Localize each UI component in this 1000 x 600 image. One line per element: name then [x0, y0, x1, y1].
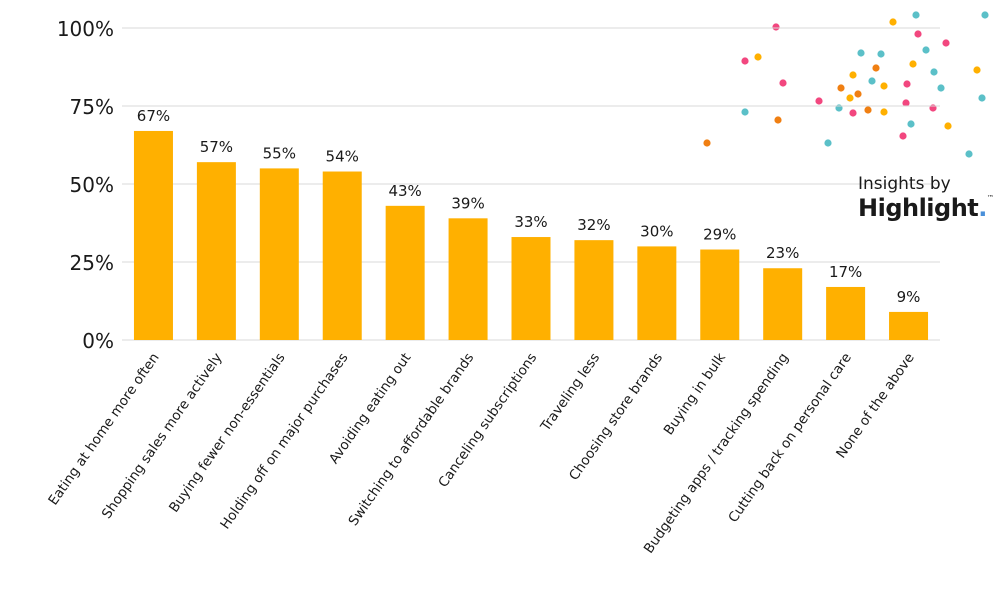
decorative-dot — [815, 97, 823, 105]
bar — [448, 218, 488, 340]
data-label: 43% — [388, 182, 421, 200]
decorative-dot — [872, 64, 880, 72]
y-tick-label: 100% — [57, 17, 114, 41]
y-axis-tick-labels: 0% 25% 50% 75% 100% — [57, 17, 114, 353]
data-label: 67% — [137, 107, 170, 125]
bar — [763, 268, 803, 340]
decorative-dot — [741, 57, 749, 65]
decorative-dot — [857, 49, 865, 57]
y-tick-label: 50% — [70, 173, 114, 197]
decorative-dot — [779, 79, 787, 87]
brand-tagline: Insights by — [858, 174, 951, 194]
decorative-dot — [899, 132, 907, 140]
decorative-dot — [849, 71, 857, 79]
bar — [574, 240, 614, 340]
decorative-dot — [889, 18, 897, 26]
data-label: 29% — [703, 226, 736, 244]
x-tick-label: Traveling less — [537, 350, 603, 435]
decorative-dot — [880, 82, 888, 90]
decorative-dot — [930, 68, 938, 76]
decorative-dot-cluster — [703, 11, 989, 158]
decorative-dot — [965, 150, 973, 158]
data-label: 30% — [640, 222, 673, 240]
decorative-dot — [754, 53, 762, 61]
bar — [196, 162, 236, 340]
bar — [385, 205, 425, 340]
x-tick-label: Switching to affordable brands — [345, 350, 477, 529]
decorative-dot — [902, 99, 910, 107]
decorative-dot — [937, 84, 945, 92]
decorative-dot — [864, 106, 872, 114]
decorative-dot — [868, 77, 876, 85]
bar — [637, 246, 677, 340]
data-label: 55% — [263, 144, 296, 162]
decorative-dot — [909, 60, 917, 68]
bar — [826, 286, 866, 340]
decorative-dot — [846, 94, 854, 102]
brand-name: Highlight — [858, 194, 979, 222]
data-label: 33% — [514, 213, 547, 231]
brand-dot: . — [978, 194, 987, 222]
x-tick-label: Shopping sales more actively — [99, 350, 226, 522]
decorative-dot — [849, 109, 857, 117]
decorative-dot — [774, 116, 782, 124]
data-label: 39% — [451, 194, 484, 212]
decorative-dot — [929, 104, 937, 112]
decorative-dot — [880, 108, 888, 116]
decorative-dot — [981, 11, 989, 19]
bar — [259, 168, 299, 340]
data-label: 32% — [577, 216, 610, 234]
bars — [133, 130, 929, 340]
decorative-dot — [942, 39, 950, 47]
decorative-dot — [741, 108, 749, 116]
decorative-dot — [772, 23, 780, 31]
data-label: 9% — [897, 288, 921, 306]
x-tick-label: Holding off on major purchases — [217, 350, 351, 532]
x-tick-label: Buying in bulk — [661, 350, 729, 438]
decorative-dot — [824, 139, 832, 147]
data-label: 57% — [200, 138, 233, 156]
data-label: 23% — [766, 244, 799, 262]
brand-trademark: ™ — [986, 194, 994, 202]
decorative-dot — [973, 66, 981, 74]
decorative-dot — [835, 104, 843, 112]
x-tick-label: Cutting back on personal care — [725, 350, 855, 526]
data-labels: 67% 57% 55% 54% 43% 39% 33% 32% 30% 29% 23% 17% 9% — [137, 107, 921, 306]
bar — [133, 130, 173, 340]
bar — [511, 237, 551, 340]
data-label: 54% — [326, 148, 359, 166]
brand-wordmark: Highlight.™ — [858, 194, 998, 222]
bar — [322, 171, 362, 340]
y-tick-label: 75% — [70, 95, 114, 119]
decorative-dot — [914, 30, 922, 38]
decorative-dot — [922, 46, 930, 54]
bar — [700, 249, 740, 340]
brand-logo: Insights by Highlight.™ — [858, 174, 998, 222]
bar — [889, 311, 929, 340]
decorative-dot — [854, 90, 862, 98]
data-label: 17% — [829, 263, 862, 281]
decorative-dot — [837, 84, 845, 92]
y-tick-label: 25% — [70, 251, 114, 275]
decorative-dot — [944, 122, 952, 130]
decorative-dot — [912, 11, 920, 19]
x-tick-label: Eating at home more often — [45, 350, 162, 508]
decorative-dot — [907, 120, 915, 128]
decorative-dot — [877, 50, 885, 58]
decorative-dot — [903, 80, 911, 88]
x-tick-label: Buying fewer non-essentials — [166, 350, 289, 515]
decorative-dot — [703, 139, 711, 147]
y-tick-label: 0% — [82, 329, 114, 353]
decorative-dot — [978, 94, 986, 102]
